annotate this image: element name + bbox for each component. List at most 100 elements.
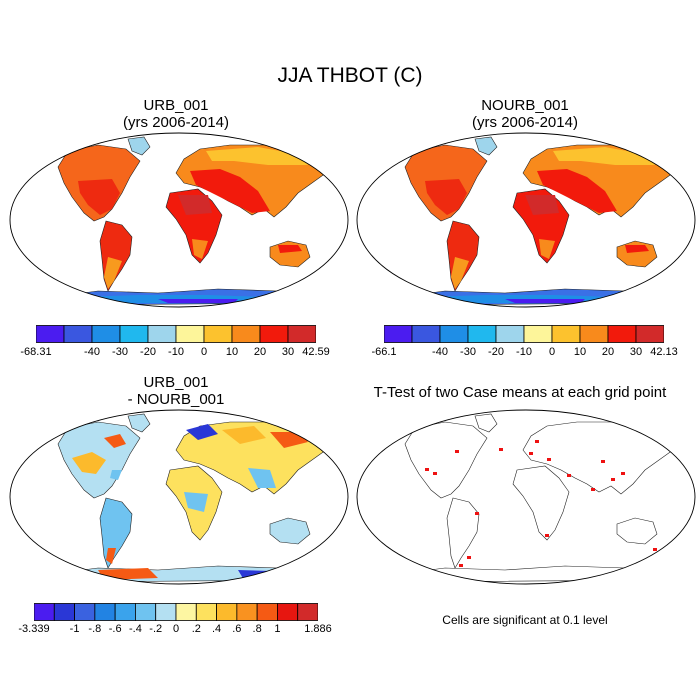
significant-cell [651,576,655,579]
na-warm-patch [72,452,106,474]
diff-colorbar-swatch [74,603,96,621]
urb-colorbar-tick-label: -30 [112,346,128,358]
nourb-map [356,132,696,308]
india-cool [248,468,276,488]
nourb-colorbar-tick-label: -66.1 [371,346,397,358]
diff-colorbar-tick-label: -.6 [108,623,122,635]
eurasia-outline [522,421,674,495]
south-america [99,497,133,569]
diff-colorbar-tick-label: -3.339 [18,623,50,635]
diff-colorbar-swatch [94,603,116,621]
nourb-colorbar-swatch [523,325,553,343]
urb-title: URB_001 [143,97,209,114]
antarctica-outline [397,565,668,583]
diff-colorbar-swatch [114,603,136,621]
significant-cell [653,548,657,551]
significant-cell [535,440,539,443]
nourb-title: NOURB_001 [481,97,569,114]
nourb-colorbar-swatch [635,325,664,343]
nourb-colorbar-swatch [607,325,637,343]
diff-subtitle: - NOURB_001 [127,391,225,408]
significant-cell [425,468,429,471]
northAmerica-outline [404,421,488,499]
south-africa [192,239,208,259]
urb-colorbar-tick-label: 42.59 [302,346,330,358]
urb-colorbar [36,325,316,343]
nourb-colorbar-swatch [467,325,497,343]
diff-colorbar-swatch [256,603,278,621]
diff-colorbar-swatch [53,603,75,621]
antarctica-cold [158,299,238,303]
diff-colorbar-swatch [236,603,258,621]
southAmerica-outline [446,497,480,569]
urb-subtitle: (yrs 2006-2014) [123,114,229,131]
sa-hot-patch [106,548,116,564]
diff-colorbar [34,603,318,621]
significant-cell [499,448,503,451]
russia-warm [222,426,266,444]
nourb-colorbar-tick-label: -10 [516,346,532,358]
diff-title: URB_001 [143,374,209,391]
australia [269,517,311,545]
diff-colorbar-tick-label: .4 [211,623,222,635]
australia-outline [616,517,658,545]
diff-map [9,409,349,585]
na-hot-patch [104,434,126,448]
significant-cell [459,564,463,567]
map-content [50,413,327,583]
urb-colorbar-swatch [147,325,177,343]
diff-colorbar-swatch [195,603,217,621]
urb-colorbar-tick-label: 10 [225,346,239,358]
sahara-hot [525,195,559,215]
urb-colorbar-tick-label: -40 [84,346,100,358]
diff-colorbar-swatch [277,603,299,621]
diff-colorbar-swatch [34,603,55,621]
diff-colorbar-tick-label: 1.886 [304,623,332,635]
diff-colorbar-tick-label: .6 [232,623,242,635]
urb-map [9,132,349,308]
map-content [50,136,327,306]
urb-colorbar-swatch [36,325,65,343]
urb-colorbar-swatch [175,325,205,343]
antarctica [50,565,321,583]
map-border [9,132,349,308]
north-america-warm [78,179,120,215]
diff-panel-title: URB_001 - NOURB_001 [6,374,346,408]
africa-outline [512,465,570,541]
north-america-warm [425,179,467,215]
nourb-colorbar-tick-label: -20 [488,346,504,358]
nourb-colorbar-tick-label: 0 [548,346,556,358]
south-america [446,220,480,292]
urb-panel-title: URB_001 (yrs 2006-2014) [6,97,346,131]
urb-colorbar-labels: -68.31 -40 -30 -20 -10 0 10 20 30 42.59 [20,346,329,362]
urb-colorbar-swatch [287,325,316,343]
nourb-colorbar-swatch [579,325,609,343]
diff-colorbar-tick-label: 1 [274,623,281,635]
urb-colorbar-swatch [203,325,233,343]
significant-cell [529,452,533,455]
significant-cell [591,488,595,491]
significant-cell [475,512,479,515]
nourb-colorbar-swatch [384,325,413,343]
diff-colorbar-swatch [175,603,197,621]
antarctica-cold [238,570,308,580]
scandinavia-cold [186,424,218,440]
urb-colorbar-tick-label: -20 [140,346,156,358]
australia [616,240,658,268]
nourb-colorbar-swatch [495,325,525,343]
figure-title: JJA THBOT (C) [277,64,423,87]
significant-cell [611,478,615,481]
significant-cell [545,534,549,537]
map-content [397,136,674,306]
significant-cell [567,474,571,477]
diff-colorbar-swatch [135,603,157,621]
nourb-colorbar [384,325,664,343]
urb-colorbar-swatch [259,325,289,343]
greenland [474,136,498,156]
urb-colorbar-tick-label: 0 [200,346,208,358]
siberia-warm [270,432,308,448]
ttest-map [356,409,696,585]
eurasia-hot [190,169,270,213]
nourb-colorbar-labels: -66.1 -40 -30 -20 -10 0 10 20 30 42.13 [371,346,677,362]
eurasia-hot [537,169,617,213]
